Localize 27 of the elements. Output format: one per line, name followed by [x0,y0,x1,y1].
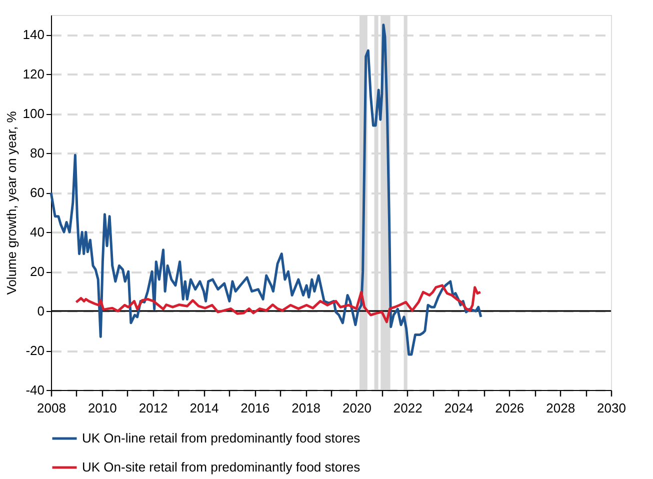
legend-label: UK On-line retail from predominantly food stores [82,430,361,446]
y-tick-label: 120 [22,66,44,82]
y-tick-label: -20 [26,343,44,358]
y-tick-label: 140 [22,27,44,42]
y-tick-label: -40 [26,382,44,398]
x-tick-label: 2014 [190,400,219,416]
x-tick-label: 2018 [292,400,321,416]
x-tick-label: 2030 [597,400,626,416]
y-tick-label: 100 [22,106,44,122]
y-tick-label: 60 [30,185,44,200]
x-tick-label: 2016 [240,400,270,416]
x-tick-label: 2008 [37,400,66,416]
x-tick-label: 2010 [88,400,117,416]
y-tick-label: 20 [30,264,44,280]
x-tick-label: 2020 [342,400,372,416]
legend-label: UK On-site retail from predominantly food stores [82,460,361,474]
x-tick-label: 2028 [546,400,576,416]
line-series [50,24,482,356]
x-tick-label: 2012 [138,400,168,416]
line-series [74,284,482,324]
x-tick-label: 2026 [495,400,524,416]
y-tick-label: 0 [37,304,44,319]
x-tick-label: 2022 [393,400,422,416]
y-tick-label: 40 [30,224,44,240]
y-axis-title: Volume growth, year on year, % [4,110,19,295]
y-tick-label: 80 [30,146,44,161]
x-tick-label: 2024 [444,400,474,416]
